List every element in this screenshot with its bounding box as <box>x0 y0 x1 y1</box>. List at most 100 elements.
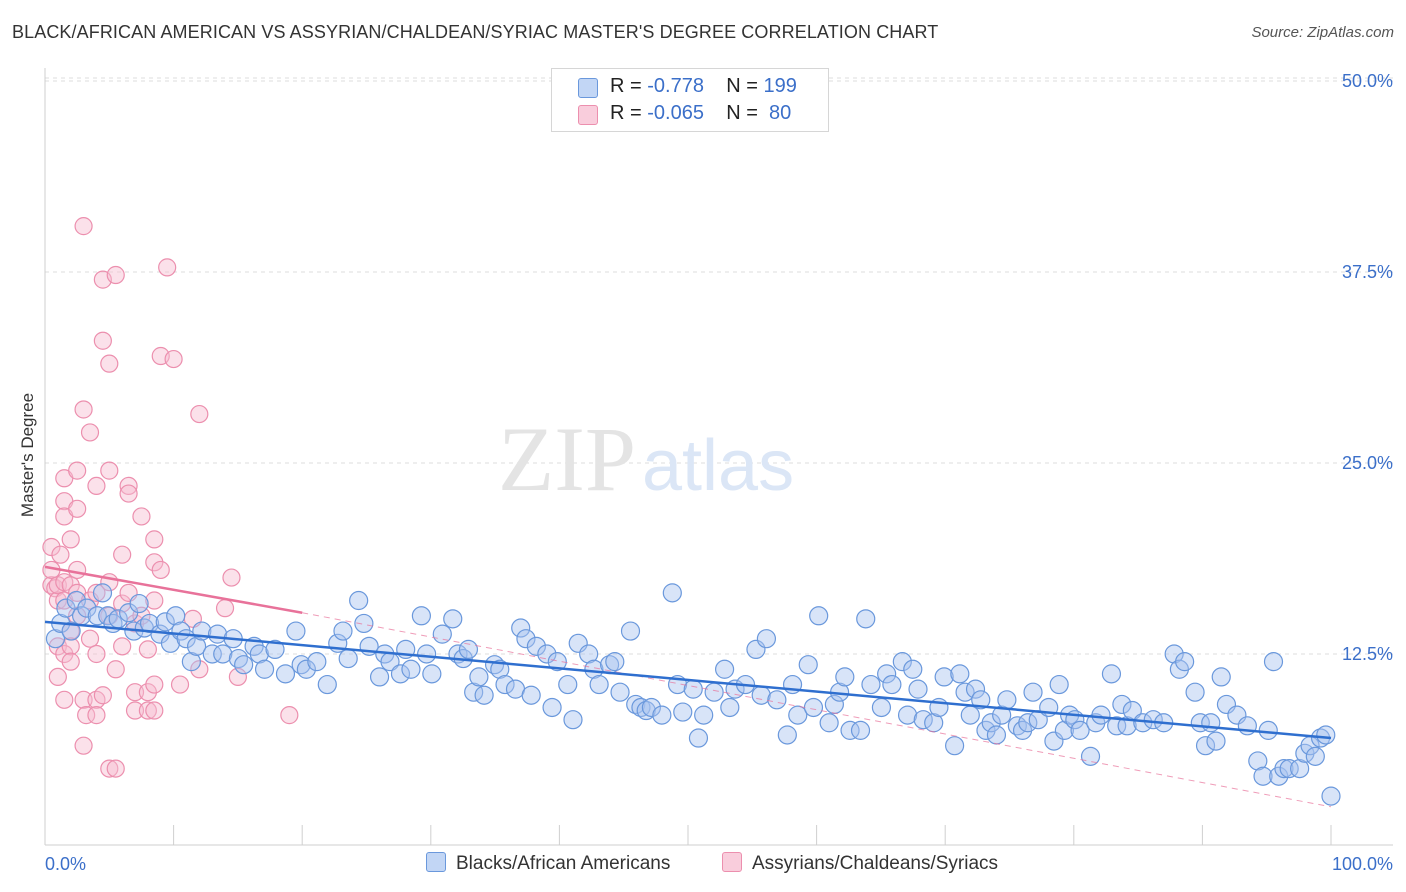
blacks-point <box>45 629 66 649</box>
blacks-point <box>589 674 609 695</box>
y-axis-label: Master's Degree <box>18 392 37 518</box>
blacks-point <box>333 621 353 641</box>
blacks-point <box>228 648 249 669</box>
blacks-point <box>563 710 583 730</box>
blacks-point <box>950 664 970 684</box>
blacks-point <box>317 674 337 695</box>
blacks-point <box>234 655 254 675</box>
legend-n-value: 80 <box>763 102 792 124</box>
blacks-point <box>877 664 897 684</box>
bottom-legend-label: Blacks/African Americans <box>456 853 671 874</box>
blacks-point <box>997 690 1017 710</box>
blacks-point <box>1201 713 1221 733</box>
y-tick-label: 12.5% <box>1342 644 1393 664</box>
blacks-point <box>286 621 306 641</box>
blacks-point <box>1107 716 1127 736</box>
blacks-point <box>1290 758 1310 779</box>
blacks-point <box>296 659 316 679</box>
assyrians-point <box>74 217 93 236</box>
blacks-point <box>558 674 578 695</box>
blacks-point <box>694 705 714 725</box>
chart-title: BLACK/AFRICAN AMERICAN VS ASSYRIAN/CHALD… <box>12 22 939 42</box>
blacks-point <box>417 644 437 664</box>
assyrians-point <box>87 706 106 725</box>
blacks-point <box>908 679 928 699</box>
bottom-legend-label: Assyrians/Chaldeans/Syriacs <box>752 853 999 874</box>
legend-r-value: -0.065 <box>647 102 704 124</box>
assyrians-point <box>145 675 164 694</box>
blacks-point <box>965 679 986 699</box>
blacks-point <box>411 606 431 626</box>
blacks-point <box>254 659 275 679</box>
blacks-point <box>871 697 892 718</box>
axes <box>44 68 1393 846</box>
blacks-point <box>369 667 390 687</box>
blacks-point <box>92 583 113 603</box>
assyrians-point <box>100 759 119 778</box>
blacks-point <box>265 639 285 660</box>
blacks-point <box>955 682 975 702</box>
blacks-point <box>992 705 1012 725</box>
assyrians-point <box>74 736 93 755</box>
blacks-point <box>307 652 327 672</box>
blacks-point <box>187 636 207 656</box>
legend-r-value: -0.778 <box>647 75 704 97</box>
blacks-trend-line <box>44 620 1332 740</box>
blacks-point <box>683 679 703 699</box>
blacks-point <box>981 713 1001 733</box>
blacks-point <box>1185 682 1205 702</box>
assyrians-point <box>215 599 235 618</box>
assyrians-point <box>68 499 87 518</box>
blacks-point <box>56 598 76 618</box>
blacks-point <box>636 700 656 721</box>
assyrians-point <box>80 629 100 648</box>
assyrians-point <box>158 258 177 277</box>
blacks-point <box>960 705 980 725</box>
blacks-point <box>861 674 881 695</box>
assyrians-point <box>51 545 70 564</box>
blacks-point <box>652 705 672 725</box>
assyrians-point <box>132 507 151 526</box>
blacks-point <box>767 690 787 710</box>
assyrians-point <box>119 484 138 503</box>
watermark-atlas: atlas <box>642 426 794 506</box>
assyrians-point <box>164 349 183 369</box>
assyrians-point <box>138 701 157 720</box>
blacks-point <box>354 613 374 634</box>
trend-lines <box>44 565 1332 808</box>
blacks-point <box>1279 758 1299 779</box>
assyrians-point <box>138 683 157 702</box>
y-tick-label: 37.5% <box>1342 262 1393 282</box>
assyrians-point <box>151 560 170 580</box>
blacks-point <box>809 606 829 626</box>
assyrians-point <box>100 461 119 480</box>
blacks-point <box>1091 705 1111 725</box>
assyrians-point <box>61 652 80 671</box>
series-assyrians-points <box>42 217 299 778</box>
legend-n-label: N = <box>726 75 764 97</box>
blacks-point <box>490 659 510 679</box>
assyrians-point <box>190 404 209 424</box>
assyrians-point <box>77 706 96 725</box>
blacks-point <box>213 644 233 664</box>
blacks-point <box>1258 720 1278 740</box>
blacks-point <box>1305 746 1325 766</box>
blacks-point <box>971 690 991 710</box>
blacks-point <box>275 664 296 684</box>
assyrians-point <box>80 423 100 442</box>
blacks-point <box>945 736 965 756</box>
blacks-point <box>892 652 912 672</box>
blacks-point <box>1117 716 1137 736</box>
assyrians-point <box>87 476 106 495</box>
blacks-point <box>662 583 682 603</box>
assyrians-point <box>74 400 93 419</box>
watermark-zip: ZIP <box>498 408 636 510</box>
assyrians-point <box>222 568 241 587</box>
blacks-point <box>714 659 735 679</box>
blacks-point <box>579 644 599 664</box>
blacks-point <box>626 694 646 715</box>
blacks-point <box>521 685 541 705</box>
assyrians-point <box>145 701 164 720</box>
assyrians-point <box>93 686 112 705</box>
assyrians-point <box>170 675 190 694</box>
